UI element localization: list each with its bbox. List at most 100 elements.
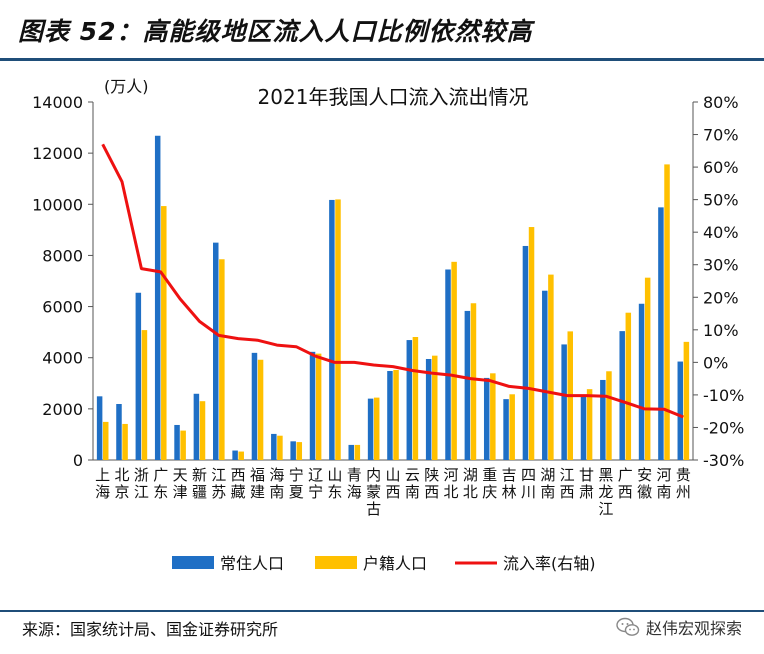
category-label: 广西 [618, 466, 633, 501]
bar-registered-population [141, 330, 148, 460]
bar-registered-population [315, 353, 322, 460]
right-axis-tick-label: 10% [703, 321, 739, 340]
bar-registered-population [586, 389, 593, 460]
brand-watermark: 赵伟宏观探索 [616, 615, 742, 639]
figure-header: 图表 52：高能级地区流入人口比例依然较高 [0, 0, 764, 62]
population-flow-chart: 2021年我国人口流入流出情况 0 2000 4000 6000 8000 10000 120… [32, 77, 744, 573]
category-label: 云南 [405, 466, 420, 501]
bar-registered-population [219, 259, 225, 460]
bar-registered-population [451, 261, 457, 460]
bar-registered-population [102, 421, 109, 460]
category-label: 吉林 [502, 466, 517, 501]
category-label: 山西 [385, 466, 400, 501]
category-label: 山东 [327, 466, 342, 501]
bar-registered-population [296, 442, 303, 460]
inflow-rate-line [101, 143, 684, 419]
category-label: 北京 [115, 466, 130, 501]
bar-resident-population [290, 441, 296, 460]
figure-title: 图表 52：高能级地区流入人口比例依然较高 [18, 17, 533, 46]
right-axis-tick-label: -20% [703, 418, 744, 437]
legend-swatch-resident [172, 556, 214, 569]
source-note: 来源：国家统计局、国金证券研究所 [22, 620, 279, 639]
bar-registered-population [122, 423, 128, 460]
category-label: 广东 [153, 466, 168, 501]
bar-registered-population [432, 355, 438, 460]
right-axis-tick-label: 20% [703, 288, 739, 307]
bar-resident-population [271, 433, 277, 460]
category-label: 江西 [560, 466, 575, 501]
bar-registered-population [277, 435, 283, 460]
category-label: 海南 [269, 466, 284, 501]
bar-registered-population [199, 401, 206, 460]
category-label: 内蒙古 [366, 466, 381, 518]
bar-resident-population [96, 396, 103, 460]
bar-resident-population [174, 424, 180, 460]
bar-resident-population [580, 396, 587, 460]
bar-resident-population [483, 377, 490, 460]
brand-name: 赵伟宏观探索 [645, 619, 742, 638]
bar-resident-population [387, 371, 393, 460]
bar-resident-population [309, 351, 316, 460]
category-label: 天津 [173, 466, 188, 501]
category-label: 福建 [250, 466, 265, 501]
chart-title: 2021年我国人口流入流出情况 [258, 85, 529, 109]
category-label: 四川 [521, 466, 536, 501]
category-label: 西藏 [231, 466, 246, 501]
legend-swatch-registered [315, 556, 357, 569]
wechat-icon [616, 617, 640, 636]
bar-registered-population [644, 277, 651, 460]
category-label: 黑龙江 [598, 466, 613, 518]
bar-resident-population [677, 361, 684, 460]
category-label: 重庆 [482, 466, 497, 501]
right-axis-tick-label: 30% [703, 256, 739, 275]
left-axis-tick-label: 8000 [42, 246, 83, 265]
footer-divider [0, 610, 764, 612]
right-axis-tick-label: -10% [703, 386, 744, 405]
bar-registered-population [354, 444, 361, 460]
bar-resident-population [232, 450, 238, 460]
right-axis-tick-label: 0% [703, 353, 728, 372]
bar-resident-population [542, 290, 548, 460]
bar-resident-population [464, 310, 471, 460]
title-divider [0, 58, 764, 61]
bar-resident-population [135, 292, 142, 460]
category-label: 湖北 [463, 466, 478, 501]
right-axis-tick-label: 60% [703, 158, 739, 177]
category-label: 安徽 [637, 466, 652, 501]
bar-resident-population [367, 398, 374, 460]
legend-label-registered: 户籍人口 [363, 554, 427, 573]
bar-resident-population [116, 403, 122, 460]
bar-registered-population [161, 206, 167, 460]
category-label: 辽宁 [308, 466, 323, 501]
right-axis-tick-label: 70% [703, 126, 739, 145]
category-label: 陕西 [424, 466, 439, 501]
bar-resident-population [522, 245, 529, 460]
category-label: 青海 [347, 466, 362, 501]
bar-resident-population [213, 242, 219, 460]
bar-resident-population [348, 444, 354, 460]
bar-registered-population [683, 341, 690, 460]
bar-registered-population [373, 397, 380, 460]
bar-registered-population [664, 164, 670, 460]
bar-registered-population [412, 337, 419, 460]
bar-registered-population [180, 430, 186, 460]
bar-resident-population [406, 340, 413, 460]
right-axis-tick-label: 80% [703, 93, 739, 112]
bar-resident-population [638, 303, 645, 460]
bar-registered-population [625, 312, 632, 460]
bar-registered-population [393, 369, 399, 460]
left-axis-tick-label: 2000 [42, 400, 83, 419]
left-axis-tick-label: 0 [73, 451, 83, 470]
right-axis-tick-label: 50% [703, 191, 739, 210]
category-label: 浙江 [134, 466, 149, 501]
bar-resident-population [251, 352, 258, 460]
left-axis-tick-label: 10000 [32, 195, 83, 214]
left-axis-tick-label: 4000 [42, 349, 83, 368]
bar-registered-population [606, 371, 612, 460]
left-axis-tick-label: 6000 [42, 298, 83, 317]
bar-resident-population [154, 135, 161, 461]
category-label: 上海 [95, 466, 110, 501]
category-label: 河北 [444, 466, 459, 501]
legend-label-inflow-rate: 流入率(右轴) [503, 554, 596, 573]
bar-registered-population [470, 303, 477, 460]
